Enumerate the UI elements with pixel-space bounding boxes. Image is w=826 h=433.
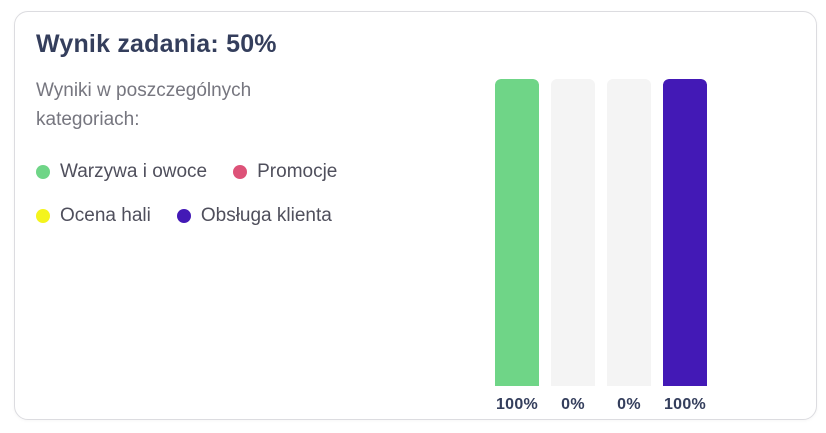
category-bar-chart: 100% 0% 0% 100%: [495, 79, 707, 414]
bar-column: 0%: [607, 79, 651, 414]
legend-item: Obsługa klienta: [176, 205, 332, 227]
result-card: Wynik zadania: 50% Wyniki w poszczególny…: [14, 11, 817, 420]
bar-track: [663, 79, 707, 386]
bar-track: [495, 79, 539, 386]
category-results-subtitle: Wyniki w poszczególnych kategoriach:: [36, 80, 252, 130]
bar-track: [551, 79, 595, 386]
legend-item-label: Ocena hali: [60, 205, 151, 226]
legend-item: Promocje: [233, 161, 337, 183]
legend-dot-icon: [176, 209, 191, 223]
bar-column: 100%: [663, 79, 707, 414]
bar-fill: [495, 79, 539, 386]
legend-dot-icon: [36, 209, 50, 223]
task-result-title: Wynik zadania: 50%: [36, 30, 277, 58]
bar-track: [607, 79, 651, 386]
bar-column: 100%: [495, 79, 539, 414]
bar-column: 0%: [551, 79, 595, 414]
legend-item: Ocena hali: [36, 205, 151, 227]
legend-dot-icon: [36, 165, 50, 179]
bar-fill: [663, 79, 707, 386]
category-legend: Warzywa i owoce Promocje Ocena hali Obsługa…: [36, 161, 416, 227]
bar-value-label: 100%: [495, 396, 539, 413]
bar-value-label: 100%: [663, 396, 707, 413]
bar-value-label: 0%: [561, 396, 585, 413]
legend-item-label: Warzywa i owoce: [60, 161, 208, 182]
legend-item-label: Obsługa klienta: [200, 205, 332, 226]
legend-item: Warzywa i owoce: [36, 161, 207, 183]
legend-item-label: Promocje: [257, 161, 338, 182]
legend-dot-icon: [233, 165, 248, 179]
bar-value-label: 0%: [617, 396, 641, 413]
